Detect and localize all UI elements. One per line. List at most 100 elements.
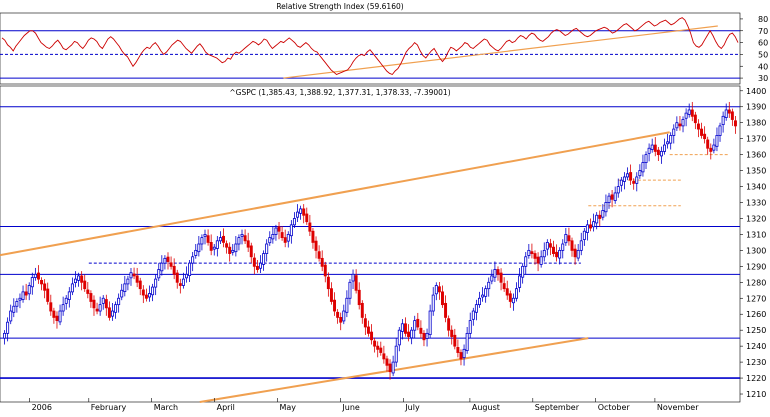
candle-body bbox=[659, 151, 663, 157]
candle-body bbox=[419, 327, 423, 334]
candle-body bbox=[493, 269, 497, 278]
candle-body bbox=[299, 208, 303, 214]
candle-body bbox=[249, 245, 253, 258]
price-y-tick-label: 1340 bbox=[746, 183, 766, 192]
rsi-panel-frame bbox=[0, 12, 741, 85]
candle-body bbox=[434, 285, 438, 295]
candle-body bbox=[218, 237, 222, 242]
candle-body bbox=[292, 218, 296, 226]
candle-body bbox=[474, 304, 478, 313]
rsi-y-tick-label: 50 bbox=[758, 50, 768, 59]
candle-body bbox=[558, 249, 562, 259]
candle-body bbox=[15, 301, 19, 307]
rsi-y-tick-label: 40 bbox=[758, 62, 768, 71]
candle-body bbox=[73, 278, 77, 284]
candle-body bbox=[40, 279, 44, 285]
candle-body bbox=[89, 293, 93, 302]
candle-body bbox=[388, 363, 392, 373]
candle-body bbox=[502, 283, 506, 290]
price-x-tick-label: August bbox=[472, 403, 500, 412]
candle-body bbox=[323, 264, 327, 277]
candle-body bbox=[373, 340, 377, 347]
candle-body bbox=[154, 278, 158, 288]
candle-body bbox=[191, 256, 195, 264]
candle-body bbox=[730, 111, 734, 120]
candle-body bbox=[246, 240, 250, 248]
candle-body bbox=[259, 262, 262, 269]
candle-body bbox=[311, 230, 315, 243]
candle-body bbox=[357, 289, 361, 306]
candle-body bbox=[206, 235, 210, 243]
candle-body bbox=[135, 275, 139, 283]
candle-body bbox=[120, 289, 124, 298]
price-x-tick-label: October bbox=[598, 403, 631, 412]
candle-body bbox=[672, 128, 676, 136]
candle-body bbox=[616, 186, 620, 194]
candle-body bbox=[12, 305, 16, 313]
candle-body bbox=[117, 297, 121, 306]
candle-body bbox=[86, 289, 90, 294]
candle-body bbox=[366, 326, 370, 334]
price-x-axis-ticks: 2006 February March April May June July August S… bbox=[29, 398, 699, 412]
candle-body bbox=[308, 222, 312, 232]
price-y-tick-label: 1240 bbox=[746, 342, 766, 351]
price-title: ^GSPC (1,385.43, 1,388.92, 1,377.31, 1,3… bbox=[229, 88, 450, 97]
candle-body bbox=[700, 128, 704, 136]
candle-body bbox=[21, 291, 25, 300]
candle-body bbox=[715, 135, 719, 147]
rsi-title: Relative Strength Index (59.6160) bbox=[276, 2, 403, 11]
rsi-line-series bbox=[1, 17, 739, 76]
candle-body bbox=[163, 257, 167, 264]
candle-body bbox=[237, 237, 241, 245]
candle-body bbox=[132, 273, 136, 277]
candle-body bbox=[215, 240, 219, 249]
price-y-tick-label: 1320 bbox=[746, 214, 766, 223]
candle-body bbox=[231, 249, 235, 253]
candle-body bbox=[403, 323, 407, 334]
candle-body bbox=[505, 288, 509, 296]
candle-body bbox=[228, 246, 232, 254]
price-y-tick-label: 1290 bbox=[746, 262, 766, 271]
candle-body bbox=[524, 256, 528, 267]
candle-body bbox=[302, 208, 306, 216]
candle-body bbox=[385, 358, 389, 366]
candle-body bbox=[567, 235, 571, 242]
candle-body bbox=[422, 332, 426, 341]
candle-body bbox=[533, 253, 537, 259]
candle-body bbox=[271, 234, 275, 240]
candle-body bbox=[428, 310, 432, 336]
candle-body bbox=[733, 120, 737, 127]
candle-body bbox=[613, 192, 617, 201]
candle-body bbox=[222, 235, 225, 243]
candle-body bbox=[724, 109, 728, 118]
candle-body bbox=[545, 242, 549, 250]
candle-body bbox=[107, 307, 111, 318]
candle-body bbox=[444, 302, 448, 318]
candle-body bbox=[397, 329, 401, 346]
price-x-tick-label: March bbox=[154, 403, 178, 412]
candle-body bbox=[576, 249, 580, 259]
candle-body bbox=[453, 334, 457, 347]
candle-body bbox=[718, 125, 722, 136]
price-y-tick-label: 1330 bbox=[746, 199, 766, 208]
candle-body bbox=[607, 195, 611, 203]
candle-body bbox=[484, 288, 488, 297]
candle-body bbox=[555, 251, 559, 258]
candle-body bbox=[471, 310, 475, 320]
price-x-tick-label: 2006 bbox=[32, 403, 52, 412]
candle-body bbox=[496, 269, 500, 275]
candle-body bbox=[465, 332, 469, 352]
candle-body bbox=[684, 112, 688, 119]
candle-body bbox=[286, 234, 290, 242]
price-panel-frame bbox=[0, 85, 741, 403]
candle-body bbox=[669, 135, 673, 144]
candle-body bbox=[490, 275, 494, 282]
candle-body bbox=[283, 237, 287, 243]
candle-body bbox=[675, 122, 679, 129]
candle-body bbox=[243, 235, 247, 242]
candle-body bbox=[111, 310, 114, 317]
price-y-tick-label: 1370 bbox=[746, 135, 766, 144]
candle-body bbox=[354, 275, 358, 291]
candle-body bbox=[3, 332, 7, 339]
candle-body bbox=[104, 299, 108, 309]
